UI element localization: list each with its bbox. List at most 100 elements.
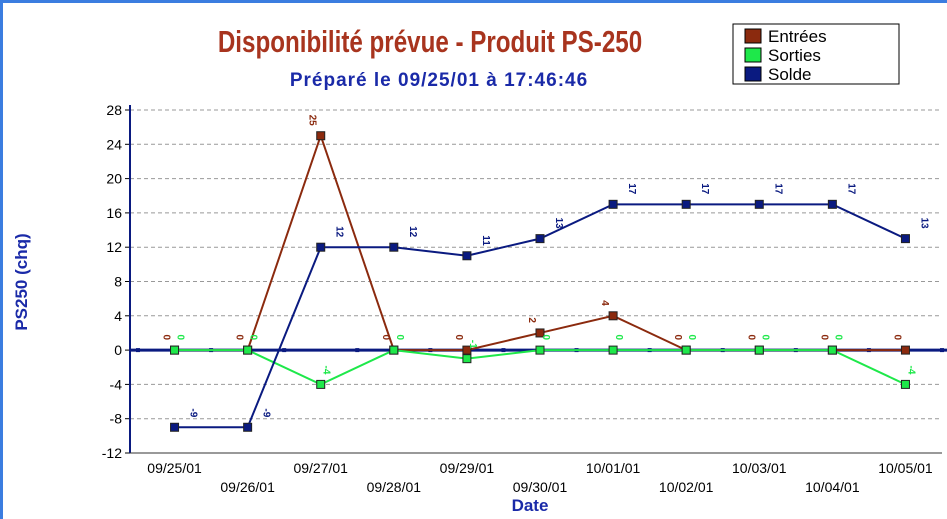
data-point xyxy=(316,379,326,389)
legend-label: Sorties xyxy=(768,46,821,65)
legend-label: Solde xyxy=(768,65,811,84)
data-point xyxy=(754,345,764,355)
x-tick-label: 09/25/01 xyxy=(147,460,202,476)
x-tick xyxy=(282,348,287,353)
data-label: 0 xyxy=(672,335,683,341)
data-label: 0 xyxy=(745,335,756,341)
data-label: 0 xyxy=(380,335,391,341)
x-tick-label: 10/01/01 xyxy=(586,460,641,476)
x-tick xyxy=(136,348,140,353)
x-tick-label: 09/29/01 xyxy=(440,460,495,476)
data-point xyxy=(681,345,691,355)
y-tick-label: -12 xyxy=(102,445,122,461)
data-label: 0 xyxy=(161,335,172,341)
data-label: 0 xyxy=(613,335,624,341)
data-label: -4 xyxy=(321,365,332,374)
data-point xyxy=(462,345,472,355)
data-label: 17 xyxy=(772,183,783,195)
x-tick-label: 10/05/01 xyxy=(878,460,933,476)
x-tick xyxy=(501,348,506,353)
data-point xyxy=(827,199,837,209)
data-label: 11 xyxy=(480,235,491,246)
data-point xyxy=(170,422,180,432)
data-point xyxy=(243,345,253,355)
data-label: 4 xyxy=(599,300,610,306)
data-label: 0 xyxy=(234,335,245,341)
data-label: -9 xyxy=(188,408,199,417)
legend-swatch xyxy=(744,66,762,82)
data-point xyxy=(535,234,545,244)
data-point xyxy=(608,345,618,355)
x-axis-label: Date xyxy=(512,496,549,515)
y-axis-label: PS250 (chq) xyxy=(12,233,31,330)
data-point xyxy=(827,345,837,355)
data-label: 13 xyxy=(918,218,929,230)
chart-title: Disponibilité prévue - Produit PS-250 xyxy=(218,24,642,59)
data-label: 0 xyxy=(891,335,902,341)
y-tick-label: 28 xyxy=(106,102,122,118)
data-point xyxy=(316,131,326,141)
data-label: 25 xyxy=(307,115,318,127)
data-point xyxy=(900,379,910,389)
x-tick xyxy=(355,348,360,353)
data-point xyxy=(462,251,472,261)
data-point xyxy=(681,199,691,209)
data-point xyxy=(243,422,253,432)
data-label: -1 xyxy=(467,340,478,349)
y-tick-label: 4 xyxy=(114,308,122,324)
x-tick-label: 09/27/01 xyxy=(293,460,348,476)
data-label: 0 xyxy=(759,335,770,341)
legend-label: Entrées xyxy=(768,27,827,46)
data-label: 12 xyxy=(334,226,345,238)
data-label: 0 xyxy=(248,335,259,341)
data-label: 12 xyxy=(407,226,418,238)
data-point xyxy=(608,199,618,209)
data-point xyxy=(900,345,910,355)
y-tick-label: 0 xyxy=(114,342,122,358)
x-tick-label: 10/04/01 xyxy=(805,479,860,495)
data-point xyxy=(389,345,399,355)
data-label: 0 xyxy=(394,335,405,341)
data-label: 17 xyxy=(845,183,856,195)
data-label: 17 xyxy=(626,183,637,195)
x-tick-label: 10/03/01 xyxy=(732,460,787,476)
data-label: 17 xyxy=(699,183,710,195)
data-label: 0 xyxy=(832,335,843,341)
legend-swatch xyxy=(744,28,762,44)
data-label: 0 xyxy=(818,335,829,341)
y-tick-label: 8 xyxy=(114,274,122,290)
data-point xyxy=(608,311,618,321)
x-tick-label: 10/02/01 xyxy=(659,479,714,495)
y-tick-label: 24 xyxy=(106,136,122,152)
data-point xyxy=(389,242,399,252)
x-tick-label: 09/30/01 xyxy=(513,479,568,495)
data-point xyxy=(535,328,545,338)
y-tick-label: 12 xyxy=(106,239,122,255)
chart-subtitle: Préparé le 09/25/01 à 17:46:46 xyxy=(290,70,588,91)
data-label: 0 xyxy=(686,335,697,341)
x-tick xyxy=(940,348,944,353)
data-label: 0 xyxy=(175,335,186,341)
data-point xyxy=(754,199,764,209)
x-tick-label: 09/26/01 xyxy=(220,479,275,495)
legend-swatch xyxy=(744,47,762,63)
data-point xyxy=(170,345,180,355)
y-tick-label: -8 xyxy=(110,411,123,427)
data-label: 0 xyxy=(453,335,464,341)
y-tick-label: 20 xyxy=(106,171,122,187)
y-tick-label: -4 xyxy=(110,376,123,392)
data-point xyxy=(316,242,326,252)
data-point xyxy=(462,354,472,364)
data-label: -9 xyxy=(261,408,272,417)
x-tick-label: 09/28/01 xyxy=(367,479,422,495)
data-point xyxy=(535,345,545,355)
data-point xyxy=(900,234,910,244)
data-label: 2 xyxy=(526,317,537,323)
data-label: 0 xyxy=(540,335,551,341)
y-tick-label: 16 xyxy=(106,205,122,221)
data-label: 13 xyxy=(553,218,564,230)
data-label: -4 xyxy=(905,365,916,374)
